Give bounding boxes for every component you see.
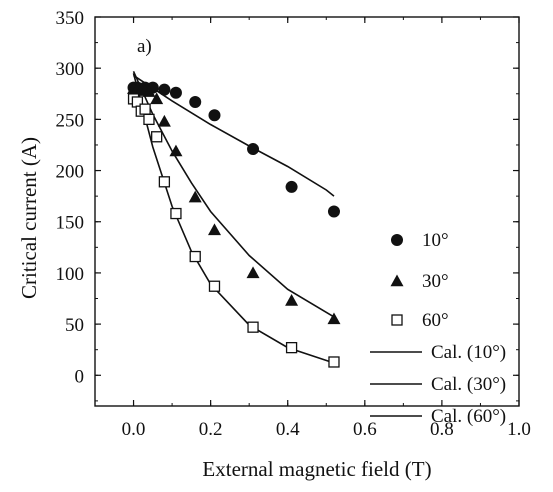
data-point-triangle — [188, 190, 202, 203]
data-point-triangle — [157, 114, 171, 127]
data-point-circle — [189, 95, 202, 108]
x-tick-label: 1.0 — [507, 419, 531, 440]
y-tick-label: 0 — [75, 366, 85, 387]
legend-label: Cal. (30°) — [431, 374, 506, 395]
legend-label: 30° — [422, 271, 449, 292]
data-point-triangle — [169, 144, 183, 157]
y-tick-label: 350 — [56, 8, 85, 29]
data-point-triangle — [285, 294, 299, 306]
y-tick-label: 300 — [56, 59, 85, 80]
legend-label: 10° — [422, 230, 449, 251]
legend-label: Cal. (10°) — [431, 342, 506, 363]
calculated-curves — [132, 70, 335, 364]
data-point-triangle — [150, 92, 164, 105]
y-tick-label: 200 — [56, 162, 85, 183]
data-point-triangle — [207, 223, 221, 236]
x-axis-title: External magnetic field (T) — [202, 457, 431, 481]
x-tick-label: 0.8 — [430, 419, 454, 440]
data-point-triangle — [327, 312, 341, 325]
calc-curve-1 — [132, 70, 335, 318]
data-point-open-square — [158, 176, 171, 188]
y-tick-label: 100 — [56, 264, 85, 285]
x-tick-label: 0.0 — [122, 419, 146, 440]
axis-ticks: 0.0 0.2 0.4 0.6 0.8 1.0 0 50 100 150 200 250 300 350 — [56, 8, 531, 440]
data-point-circle — [247, 143, 260, 156]
y-tick-label: 250 — [56, 110, 85, 131]
data-point-open-square — [328, 356, 340, 368]
data-point-circle — [208, 109, 221, 122]
x-tick-label: 0.4 — [276, 419, 300, 440]
legend-label: Cal. (60°) — [431, 406, 506, 427]
y-tick-label: 50 — [65, 315, 84, 336]
data-point-triangle — [142, 85, 156, 97]
legend-marker — [391, 314, 403, 326]
legend: 10° 30° 60° Cal. (10°) Cal. (30°) Cal. (60°) — [370, 230, 506, 427]
data-point-open-square — [139, 103, 151, 115]
data-point-open-square — [208, 280, 221, 292]
legend-label: 60° — [422, 310, 449, 331]
data-point-open-square — [170, 207, 182, 220]
data-point-circle — [327, 205, 340, 218]
data-point-circle — [169, 86, 182, 99]
plot-border — [94, 16, 520, 407]
calc-curve-2 — [132, 73, 335, 364]
data-points — [127, 81, 341, 368]
data-point-open-square — [189, 250, 201, 263]
x-tick-label: 0.6 — [353, 419, 377, 440]
data-point-open-square — [285, 341, 298, 354]
legend-marker — [390, 274, 404, 287]
y-axis-title: Critical current (A) — [17, 137, 41, 299]
data-point-circle — [158, 83, 171, 96]
legend-marker — [391, 234, 403, 246]
panel-label: a) — [137, 36, 152, 57]
x-tick-label: 0.2 — [199, 419, 223, 440]
data-point-triangle — [246, 266, 260, 279]
y-tick-label: 150 — [56, 213, 85, 234]
data-point-open-square — [143, 113, 155, 126]
data-point-open-square — [247, 321, 259, 333]
data-point-open-square — [151, 131, 163, 143]
plot-frame — [94, 16, 520, 407]
data-point-circle — [285, 180, 298, 193]
